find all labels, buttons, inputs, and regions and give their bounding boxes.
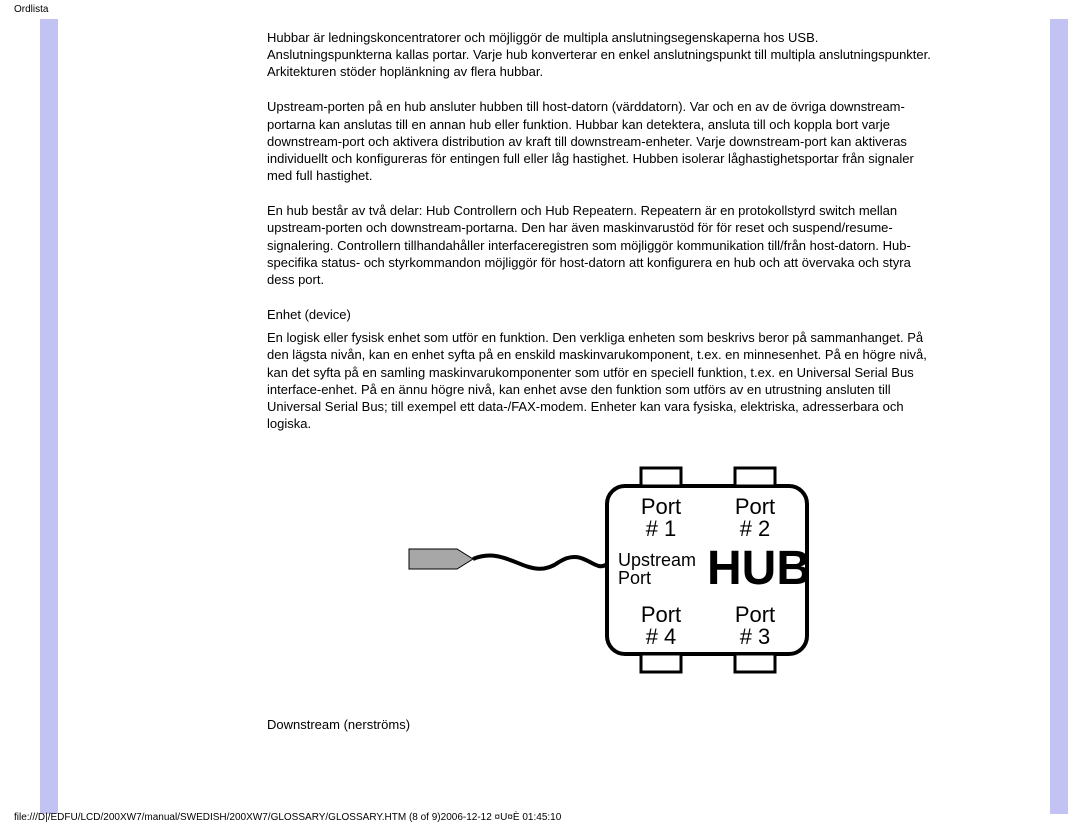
heading-downstream: Downstream (nerströms) [267,716,940,733]
hub-diagram-svg: Port # 1 Port # 2 Upstream Port HUB Port… [389,454,819,694]
paragraph-device: En logisk eller fysisk enhet som utför e… [267,329,940,432]
port1-tab-icon [641,468,681,486]
port1-number: # 1 [645,516,676,541]
hub-label: HUB [707,542,811,595]
heading-device: Enhet (device) [267,306,940,323]
port4-number: # 4 [645,624,676,649]
paragraph-upstream: Upstream-porten på en hub ansluter hubbe… [267,98,940,184]
upstream-label-2: Port [618,568,651,588]
page-footer-path: file:///D|/EDFU/LCD/200XW7/manual/SWEDIS… [14,812,561,823]
paragraph-hub-parts: En hub består av två delar: Hub Controll… [267,202,940,288]
main-content: Hubbar är ledningskoncentratorer och möj… [267,29,940,739]
port4-tab-icon [641,654,681,672]
page-header-title: Ordlista [0,0,1080,19]
port3-number: # 3 [739,624,770,649]
upstream-plug-icon [409,549,473,569]
cable-icon [473,556,607,569]
paragraph-hub-intro: Hubbar är ledningskoncentratorer och möj… [267,29,940,80]
upstream-label-1: Upstream [618,550,696,570]
port2-number: # 2 [739,516,770,541]
left-decorative-bar [40,19,58,814]
right-decorative-bar [1050,19,1068,814]
hub-diagram: Port # 1 Port # 2 Upstream Port HUB Port… [267,454,940,698]
port3-tab-icon [735,654,775,672]
port2-tab-icon [735,468,775,486]
